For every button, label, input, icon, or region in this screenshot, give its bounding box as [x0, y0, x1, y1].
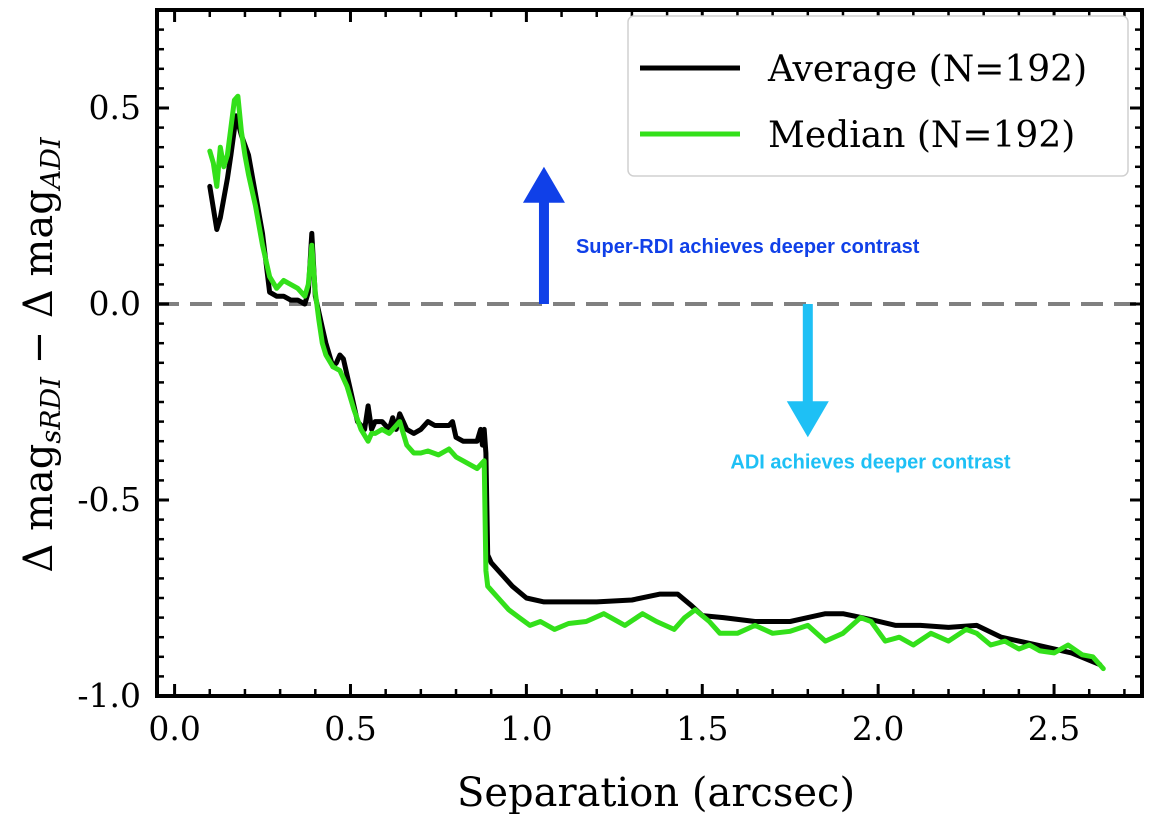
- annotations: Super-RDI achieves deeper contrast ADI a…: [576, 236, 1011, 474]
- legend-label-average: Average (N=192): [767, 49, 1087, 90]
- annotation-super-rdi: Super-RDI achieves deeper contrast: [576, 236, 920, 258]
- x-tick-label: 1.5: [676, 709, 728, 748]
- arrow-up: [522, 166, 565, 304]
- arrow-down: [786, 304, 829, 438]
- series-layer: [207, 93, 1106, 672]
- x-tick-label: 0.5: [324, 709, 376, 748]
- y-tick-label: -0.5: [77, 480, 141, 519]
- x-axis-label: Separation (arcsec): [457, 770, 855, 814]
- series-line-average: [207, 113, 1103, 668]
- y-axis-label: Δ magsRDI − Δ magADI: [16, 136, 67, 573]
- y-tick-label: -1.0: [77, 676, 141, 715]
- annotation-arrows: [522, 166, 829, 438]
- x-tick-label: 0.0: [148, 709, 200, 748]
- axis-ticks: 0.0 0.5 1.0 1.5 2.0 2.5 -1.0 -0.5 0.0 0.5: [77, 8, 1142, 748]
- plot-border: [155, 8, 1144, 698]
- legend-box: [627, 15, 1129, 177]
- y-tick-label: 0.5: [89, 88, 141, 127]
- series-line-median: [207, 93, 1106, 672]
- x-tick-label: 1.0: [500, 709, 552, 748]
- legend: Average (N=192) Median (N=192): [627, 15, 1129, 177]
- annotation-adi: ADI achieves deeper contrast: [730, 452, 1010, 474]
- y-tick-label: 0.0: [89, 284, 141, 323]
- legend-label-median: Median (N=192): [768, 115, 1075, 156]
- plot-frame: [155, 8, 1144, 698]
- x-tick-label: 2.5: [1028, 709, 1080, 748]
- x-tick-label: 2.0: [852, 709, 904, 748]
